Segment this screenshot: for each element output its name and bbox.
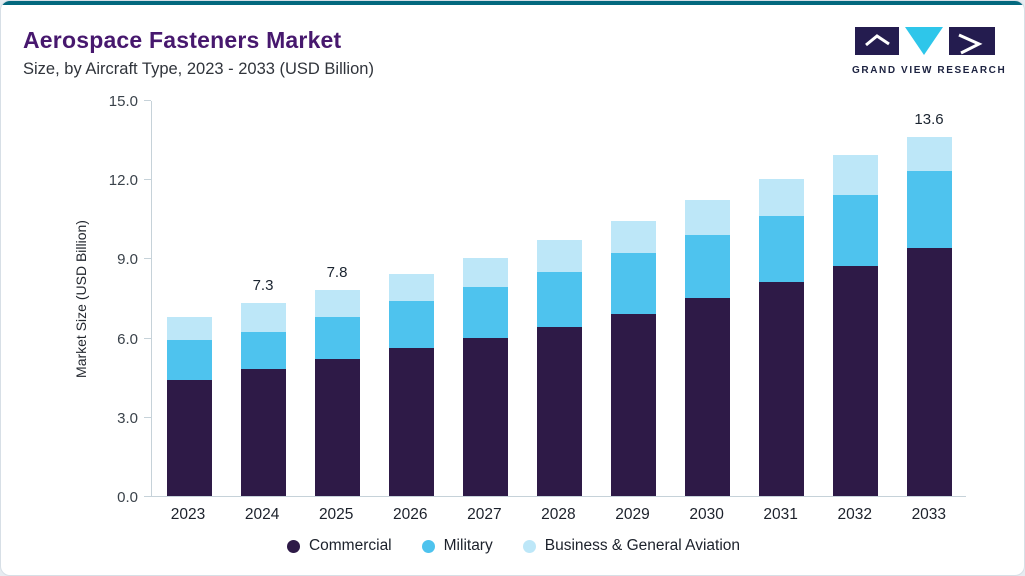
y-axis: 0.0 3.0 6.0 9.0 12.0 15.0 — [86, 93, 151, 506]
legend-dot-icon — [421, 539, 435, 553]
legend-item-commercial: Commercial — [286, 537, 392, 555]
logo-text: GRAND VIEW RESEARCH — [852, 65, 1007, 76]
chart-header: Aerospace Fasteners Market Size, by Airc… — [23, 27, 374, 79]
x-tick-label: 2028 — [541, 506, 576, 523]
bar-2024: 7.3 — [240, 277, 286, 496]
bar-segment-business-general-aviation — [314, 290, 360, 317]
y-tick-mark — [144, 496, 151, 497]
bar-segment-commercial — [462, 337, 508, 496]
x-tick-label: 2026 — [393, 506, 428, 523]
bar-segment-business-general-aviation — [906, 136, 952, 172]
legend-label: Commercial — [308, 537, 392, 554]
logo-mark-icon — [855, 27, 995, 55]
x-tick-label: 2029 — [615, 506, 650, 523]
x-tick-label: 2031 — [763, 506, 798, 523]
bar-segment-military — [610, 253, 656, 314]
bar-segment-military — [240, 332, 286, 370]
bar-segment-commercial — [166, 379, 212, 496]
chart-subtitle: Size, by Aircraft Type, 2023 - 2033 (USD… — [23, 60, 374, 78]
bar-segment-business-general-aviation — [758, 179, 804, 217]
x-tick-label: 2033 — [911, 506, 947, 523]
bar-segment-military — [906, 171, 952, 248]
bar-segment-commercial — [536, 327, 582, 496]
y-tick-label: 0.0 — [117, 489, 138, 506]
bar-2026 — [388, 274, 434, 496]
legend-item-business-general-aviation: Business & General Aviation — [522, 537, 741, 555]
bar-segment-commercial — [684, 298, 730, 496]
legend-item-military: Military — [421, 537, 493, 555]
bar-2031 — [758, 179, 804, 496]
bar-segment-business-general-aviation — [832, 155, 878, 196]
bar-2032 — [832, 155, 878, 496]
y-tick-mark — [144, 258, 151, 260]
bars-container: 7.3 7.8 13.6 — [152, 101, 966, 496]
legend-label: Business & General Aviation — [544, 537, 741, 554]
bar-2030 — [684, 200, 730, 496]
y-tick-mark — [144, 100, 151, 101]
bar-value-label: 7.3 — [252, 277, 274, 295]
legend-label: Military — [443, 537, 493, 554]
y-tick-mark — [144, 179, 151, 181]
legend: Commercial Military Business & General Avi… — [1, 537, 1024, 555]
bar-2025: 7.8 — [314, 264, 360, 496]
bar-2023 — [166, 316, 212, 496]
bar-segment-commercial — [832, 266, 878, 496]
bar-segment-military — [758, 216, 804, 283]
legend-dot-icon — [522, 539, 536, 553]
y-tick-mark — [144, 416, 151, 418]
bar-2033: 13.6 — [906, 111, 952, 496]
y-tick-label: 6.0 — [117, 330, 138, 348]
bar-segment-commercial — [906, 247, 952, 496]
bar-value-label: 13.6 — [914, 110, 944, 128]
bar-segment-military — [166, 340, 212, 380]
bar-segment-commercial — [758, 282, 804, 496]
bar-segment-military — [536, 271, 582, 328]
bar-segment-commercial — [314, 358, 360, 496]
bar-2029 — [610, 221, 656, 496]
bar-segment-business-general-aviation — [166, 316, 212, 341]
y-tick-label: 9.0 — [117, 251, 138, 269]
legend-dot-icon — [286, 539, 300, 553]
bar-2027 — [462, 258, 508, 496]
bar-segment-military — [832, 195, 878, 267]
bar-segment-commercial — [240, 369, 286, 496]
y-tick-mark — [144, 337, 151, 339]
y-tick-label: 15.0 — [108, 93, 138, 110]
x-tick-label: 2024 — [244, 506, 280, 523]
bar-segment-military — [462, 287, 508, 338]
bar-2028 — [536, 239, 582, 496]
bar-segment-business-general-aviation — [388, 274, 434, 301]
bar-segment-commercial — [610, 313, 656, 496]
plot-area: 7.3 7.8 13.6 — [151, 101, 966, 497]
accent-top-border — [1, 1, 1024, 5]
page-title: Aerospace Fasteners Market — [23, 27, 342, 53]
bar-value-label: 7.8 — [326, 264, 348, 282]
bar-segment-military — [684, 234, 730, 298]
x-tick-label: 2025 — [318, 506, 354, 523]
x-tick-label: 2027 — [467, 506, 502, 523]
x-axis-labels: 2023 2024 2025 2026 2027 2028 2029 2030 2031 2032… — [151, 506, 966, 524]
bar-segment-business-general-aviation — [536, 239, 582, 272]
bar-segment-business-general-aviation — [610, 221, 656, 254]
y-tick-label: 12.0 — [108, 172, 138, 190]
bar-segment-military — [388, 300, 434, 349]
bar-segment-business-general-aviation — [240, 303, 286, 333]
bar-segment-commercial — [388, 348, 434, 496]
x-tick-label: 2032 — [837, 506, 872, 523]
y-tick-label: 3.0 — [117, 409, 138, 427]
bar-segment-business-general-aviation — [684, 200, 730, 235]
x-tick-label: 2030 — [689, 506, 724, 523]
x-tick-label: 2023 — [170, 506, 206, 523]
grand-view-research-logo: GRAND VIEW RESEARCH — [852, 26, 1007, 76]
bar-segment-business-general-aviation — [462, 258, 508, 288]
bar-segment-military — [314, 316, 360, 359]
